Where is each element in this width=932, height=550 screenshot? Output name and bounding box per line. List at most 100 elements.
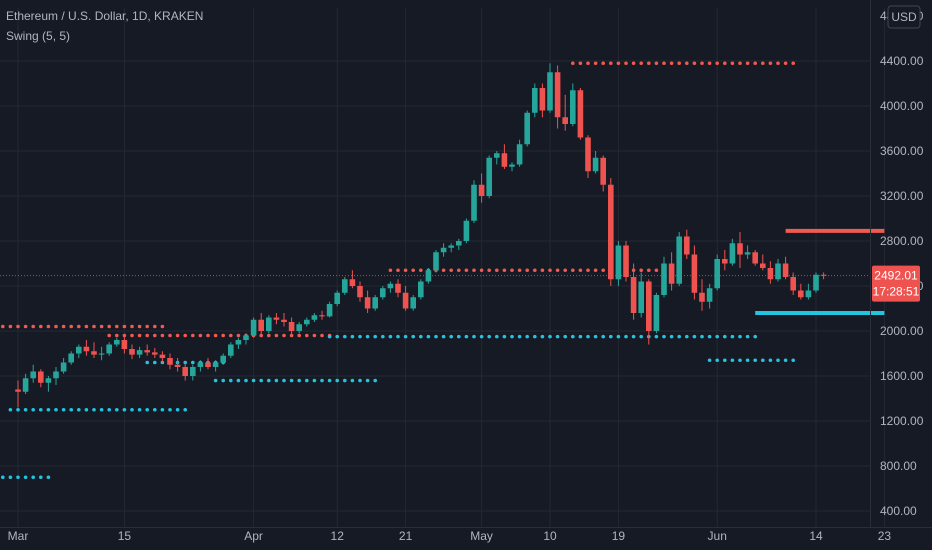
swing-low-dot [791, 358, 795, 363]
candle-up [228, 344, 234, 356]
candle-up [653, 295, 660, 331]
candle-up [456, 241, 462, 246]
candle-up [592, 157, 599, 172]
swing-high-dot [297, 333, 302, 338]
indicator-label[interactable]: Swing (5, 5) [6, 29, 70, 43]
bar-countdown: 17:28:51 [873, 285, 920, 299]
currency-badge[interactable] [887, 5, 921, 29]
swing-high-dot [99, 324, 104, 329]
swing-low-dot [411, 334, 416, 339]
candle-down [402, 292, 409, 309]
candle-down [258, 319, 264, 331]
swing-low-dot [365, 334, 370, 339]
swing-high-dot [107, 324, 111, 329]
swing-low-dot [122, 407, 127, 412]
swing-low-dot [175, 407, 180, 412]
price-tick-label: 2000.00 [880, 324, 924, 338]
swing-high-dot [639, 61, 643, 66]
swing-high-dot [791, 61, 795, 66]
candle-down [554, 72, 561, 118]
chart-title: Ethereum / U.S. Dollar, 1D, KRAKEN [6, 9, 203, 23]
candle-up [311, 315, 318, 320]
swing-low-dot [563, 334, 567, 339]
swing-low-dot [358, 378, 362, 383]
candle-up [676, 236, 682, 284]
swing-low-dot [388, 334, 393, 339]
swing-low-dot [502, 334, 507, 339]
swing-low-dot [183, 407, 187, 412]
candle-down [737, 243, 743, 255]
swing-low-dot [730, 334, 735, 339]
swing-high-dot [555, 268, 560, 273]
candle-down [395, 283, 401, 293]
candle-down [782, 263, 789, 277]
candles [15, 63, 827, 408]
swing-high-dot [229, 333, 233, 338]
swing-high-dot [563, 268, 567, 273]
candle-up [53, 371, 59, 379]
swing-low-dot [639, 334, 643, 339]
swing-low-dot [191, 360, 195, 365]
swing-low-dot [555, 334, 560, 339]
time-axis[interactable]: Mar 15 Apr 12 21 May 10 19 Jun 14 23 [8, 529, 892, 543]
swing-high-dot [130, 333, 134, 338]
swing-low-dot [373, 378, 378, 383]
candle-up [106, 344, 112, 354]
swing-high-dot [662, 61, 666, 66]
swing-high-dot [191, 333, 195, 338]
swing-low-dot [548, 334, 552, 339]
swing-low-dot [396, 334, 400, 339]
swing-high-dot [776, 61, 780, 66]
candle-up [76, 346, 82, 354]
swing-low-dot [160, 407, 165, 412]
candle-up [532, 88, 538, 113]
swing-low-dot [761, 358, 765, 363]
swing-low-dot [229, 378, 233, 383]
candle-down [144, 350, 150, 353]
swing-high-dot [609, 61, 613, 66]
swing-low-dot [707, 334, 712, 339]
time-tick-label: 23 [878, 529, 892, 543]
price-tick-label: 1600.00 [880, 369, 924, 383]
swing-high-dot [593, 268, 598, 273]
swing-low-dot [738, 358, 742, 363]
candle-up [372, 297, 378, 309]
candle-up [509, 164, 515, 167]
candle-up [220, 355, 226, 363]
swing-low-dot [601, 334, 605, 339]
swing-low-dot [39, 407, 43, 412]
candle-up [638, 281, 644, 313]
swing-low-dot [700, 334, 704, 339]
currency-label: USD [891, 10, 917, 24]
candle-up [45, 378, 52, 383]
swing-high-dot [183, 333, 187, 338]
swing-low-dot [723, 334, 727, 339]
swing-high-dot [320, 333, 324, 338]
swing-low-dot [776, 358, 780, 363]
candle-up [304, 319, 310, 325]
time-tick-label: Apr [244, 529, 263, 543]
candle-down [562, 117, 568, 124]
swing-high-dot [715, 61, 719, 66]
candle-down [760, 263, 766, 268]
swing-low-dot [77, 407, 81, 412]
swing-low-dot [69, 407, 73, 412]
candle-up [661, 263, 667, 295]
time-tick-label: Mar [8, 529, 29, 543]
swing-high-dot [449, 268, 454, 273]
swing-high-dot [137, 324, 142, 329]
swing-low-dot [1, 475, 5, 480]
candle-up [448, 245, 454, 248]
candle-down [357, 286, 363, 298]
candle-down [182, 367, 188, 376]
swing-low-dot [715, 334, 719, 339]
swing-low-dot [31, 407, 35, 412]
candle-up [729, 243, 736, 264]
candle-down [205, 362, 211, 367]
time-tick-label: May [470, 529, 493, 543]
swing-high-dot [578, 61, 583, 66]
swing-high-dot [472, 268, 476, 273]
swing-high-dot [487, 268, 492, 273]
candle-up [114, 340, 120, 345]
